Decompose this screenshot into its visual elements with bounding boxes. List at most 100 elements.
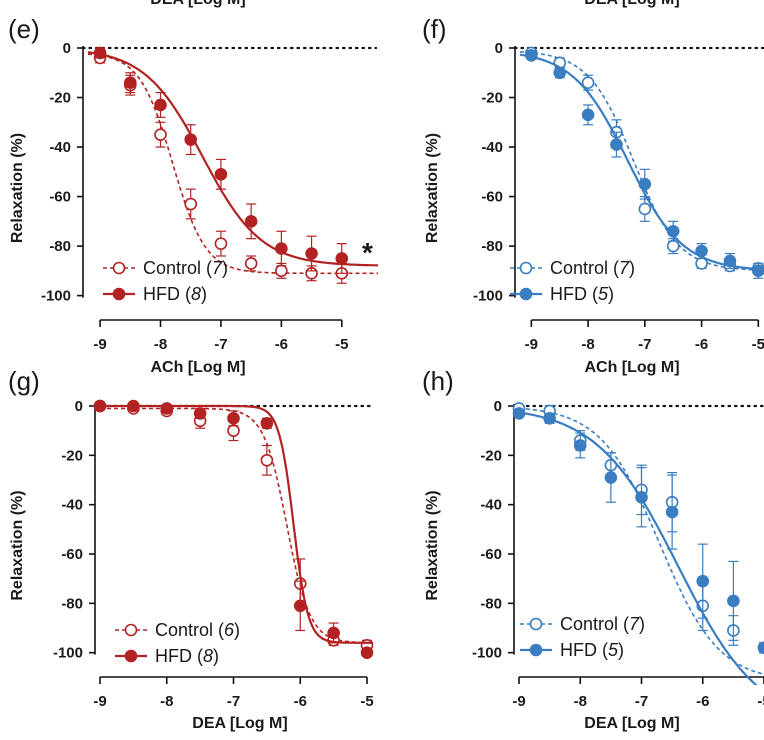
x-tick-label: -6 (275, 336, 288, 353)
panel-g: (g) 0 -20 -40 -60 -80 -100 Relaxation (%) -9 -8 -7… (8, 366, 374, 732)
y-tick-label: -100 (53, 645, 83, 662)
data-point (604, 471, 618, 484)
legend-marker (519, 287, 533, 301)
panel-f: (f) 0 -20 -40 -60 -80 -100 Relaxation (%) -9 -8 -7… (422, 14, 764, 376)
legend-label: Control (6) (155, 620, 240, 640)
data-point (160, 402, 174, 415)
data-point (154, 98, 167, 112)
y-tick-label: -60 (61, 546, 83, 563)
y-tick-label: -40 (61, 497, 83, 514)
x-tick-label: -9 (512, 693, 525, 710)
data-point (752, 264, 764, 278)
data-point (123, 76, 137, 89)
legend-marker (529, 617, 543, 631)
y-tick-label: -20 (481, 90, 503, 107)
y-tick-label: -20 (480, 447, 502, 464)
legend-marker (124, 649, 138, 663)
x-tick-label: -9 (525, 336, 538, 353)
data-point (154, 128, 167, 141)
data-point (293, 599, 307, 613)
top-fragment-left: DEA [Log M] (150, 0, 245, 8)
y-tick-label: 0 (63, 40, 71, 57)
y-tick-label: -40 (49, 139, 71, 156)
series-control (520, 46, 764, 275)
data-point (581, 108, 595, 122)
data-point (335, 252, 349, 265)
series-hfd (512, 407, 764, 685)
legend-label: Control (7) (560, 614, 645, 634)
x-tick-label: -5 (752, 336, 764, 353)
data-point (553, 66, 567, 80)
x-axis-label: ACh [Log M] (150, 359, 245, 376)
fit-curve-control (100, 407, 373, 644)
data-point (525, 49, 538, 62)
legend-marker (529, 643, 543, 657)
y-tick-label: -100 (41, 288, 71, 305)
data-point (260, 453, 274, 467)
legend-label: HFD (8) (155, 646, 219, 666)
data-point (610, 138, 623, 151)
data-point (193, 407, 207, 420)
data-point (305, 247, 318, 260)
panel-label: (e) (8, 14, 40, 44)
data-point (635, 490, 648, 504)
data-point (581, 76, 595, 89)
fit-curve-hfd (518, 411, 758, 685)
y-tick-label: -60 (481, 189, 503, 206)
fit-curve-control (518, 407, 764, 676)
fit-curve-control (520, 51, 764, 271)
legend-label: Control (7) (143, 258, 228, 278)
data-point (93, 399, 107, 413)
y-tick-label: -40 (480, 497, 502, 514)
x-tick-label: -6 (695, 336, 708, 353)
data-point (327, 626, 340, 640)
fit-curve-control (87, 53, 378, 275)
data-point (260, 416, 274, 430)
data-point (666, 224, 680, 238)
data-point (244, 215, 258, 228)
x-tick-label: -8 (160, 693, 173, 710)
x-axis-label: DEA [Log M] (584, 715, 679, 732)
data-point (543, 412, 556, 425)
x-tick-label: -5 (757, 693, 764, 710)
y-tick-label: -20 (49, 90, 71, 107)
series-control (512, 402, 764, 676)
y-tick-label: -80 (481, 238, 503, 255)
y-tick-label: -60 (480, 546, 502, 563)
y-axis-label: Relaxation (%) (424, 490, 441, 600)
significance-asterisk: * (362, 237, 373, 268)
legend-label: HFD (5) (560, 640, 624, 660)
data-point (723, 254, 737, 268)
data-point (573, 439, 587, 452)
y-tick-label: 0 (495, 40, 503, 57)
data-point (275, 264, 288, 278)
x-tick-label: -8 (154, 336, 167, 353)
series-control (93, 399, 374, 652)
x-tick-label: -8 (581, 336, 594, 353)
data-point (227, 412, 240, 425)
x-tick-label: -9 (93, 336, 106, 353)
series-hfd (87, 46, 378, 274)
y-tick-label: -100 (472, 645, 502, 662)
x-tick-label: -6 (696, 693, 709, 710)
data-point (184, 133, 198, 146)
data-point (93, 46, 107, 60)
data-point (244, 257, 258, 270)
data-point (666, 239, 680, 253)
x-axis-label: DEA [Log M] (192, 715, 287, 732)
x-tick-label: -7 (638, 336, 651, 353)
fit-curve-hfd (100, 404, 373, 644)
legend-marker (112, 287, 126, 301)
y-axis-label: Relaxation (%) (9, 133, 26, 243)
legend-label: HFD (5) (550, 284, 614, 304)
y-tick-label: -60 (49, 189, 71, 206)
x-tick-label: -7 (214, 336, 227, 353)
data-point (184, 197, 198, 211)
y-tick-label: -80 (61, 595, 83, 612)
legend-label: HFD (8) (143, 284, 207, 304)
x-tick-label: -7 (227, 693, 240, 710)
panel-label: (h) (422, 366, 454, 396)
fit-curve-hfd (519, 53, 764, 271)
y-tick-label: -40 (481, 139, 503, 156)
